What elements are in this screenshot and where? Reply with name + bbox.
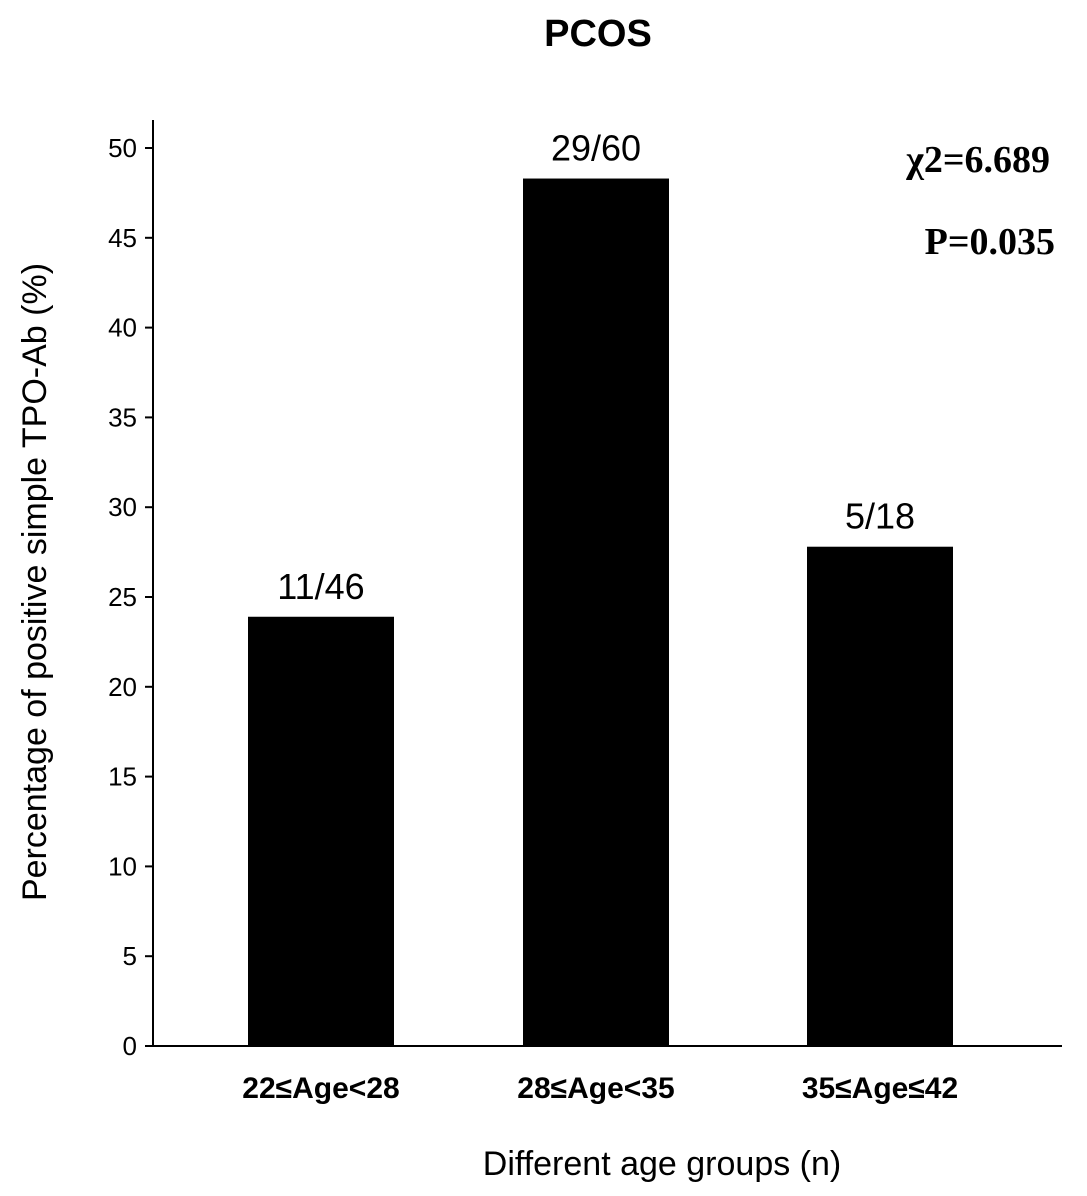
y-tick-label: 0 xyxy=(123,1031,137,1061)
y-tick-label: 35 xyxy=(108,402,137,432)
bar-data-label: 5/18 xyxy=(845,496,915,537)
y-axis-title: Percentage of positive simple TPO-Ab (%) xyxy=(16,263,54,901)
p-value-annotation: P=0.035 xyxy=(925,221,1055,263)
bar-data-label: 11/46 xyxy=(277,566,364,607)
chart-title: PCOS xyxy=(544,13,652,55)
y-tick-label: 10 xyxy=(108,851,137,881)
y-tick-label: 45 xyxy=(108,223,137,253)
bar-data-label: 29/60 xyxy=(551,128,641,169)
bar xyxy=(248,616,394,1046)
x-category-label: 22≤Age<28 xyxy=(242,1072,399,1105)
bar xyxy=(523,178,669,1047)
y-tick-label: 20 xyxy=(108,672,137,702)
y-tick-label: 30 xyxy=(108,492,137,522)
y-tick-label: 40 xyxy=(108,313,137,343)
chart-marks: 0 5 10 15 20 25 30 35 40 45 50 11/46 22≤Age<28 29/60 2… xyxy=(108,120,1062,1105)
y-tick-label: 25 xyxy=(108,582,137,612)
y-tick-label: 5 xyxy=(123,941,137,971)
y-tick-label: 15 xyxy=(108,762,137,792)
bar xyxy=(807,546,953,1046)
y-tick-label: 50 xyxy=(108,133,137,163)
x-category-label: 35≤Age≤42 xyxy=(802,1072,958,1105)
chi-square-annotation: χ2=6.689 xyxy=(905,139,1050,181)
x-axis-title: Different age groups (n) xyxy=(483,1145,841,1183)
x-category-label: 28≤Age<35 xyxy=(517,1072,674,1105)
